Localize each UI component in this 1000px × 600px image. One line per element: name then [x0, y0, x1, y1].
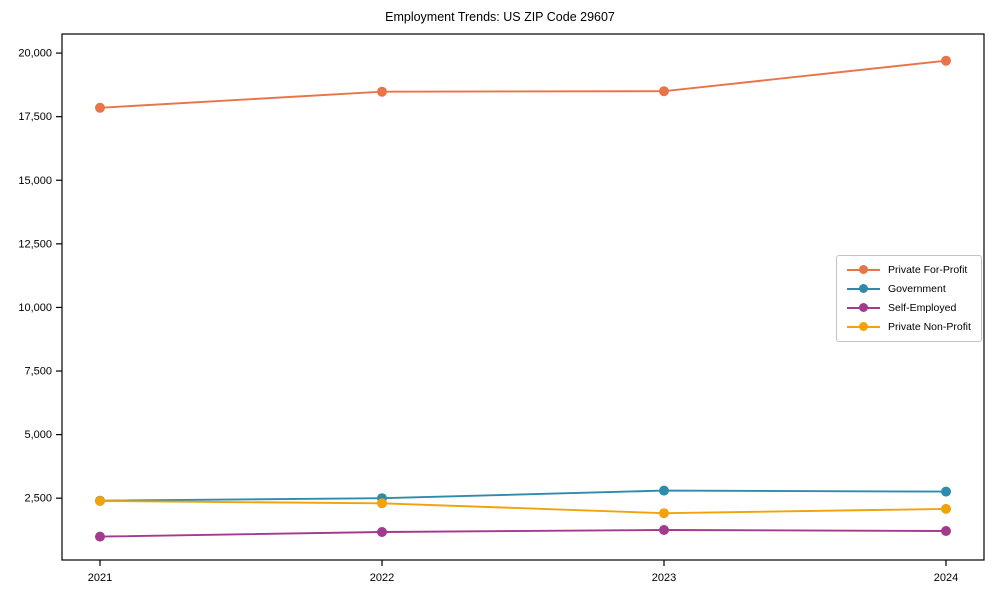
x-tick-label: 2024	[934, 572, 958, 584]
x-tick-label: 2021	[88, 572, 112, 584]
legend-label: Self-Employed	[888, 302, 957, 314]
data-point-government	[659, 485, 669, 496]
data-point-private-non-profit	[95, 496, 105, 506]
line-marker-icon	[847, 322, 880, 332]
y-tick-label: 7,500	[24, 366, 52, 378]
plot-border	[61, 33, 985, 561]
data-point-private-for-profit	[377, 86, 387, 97]
legend-item-private-for-profit: Private For-Profit	[847, 264, 971, 276]
data-point-private-non-profit	[377, 498, 387, 509]
chart-title: Employment Trends: US ZIP Code 29607	[385, 10, 615, 24]
data-point-self-employed	[659, 525, 669, 535]
y-tick-label: 20,000	[18, 48, 52, 60]
data-point-self-employed	[95, 531, 105, 542]
series-line-self-employed	[99, 529, 947, 538]
data-point-private-for-profit	[95, 102, 105, 113]
data-point-self-employed	[377, 527, 387, 537]
legend: Private For-Profit Government Self-Employe…	[836, 255, 982, 342]
y-tick-label: 2,500	[24, 493, 52, 505]
y-tick-label: 17,500	[18, 111, 52, 123]
legend-item-government: Government	[847, 283, 971, 295]
legend-label: Government	[888, 283, 946, 295]
y-tick-label: 10,000	[18, 302, 52, 314]
y-tick-label: 5,000	[24, 429, 52, 441]
legend-label: Private For-Profit	[888, 264, 968, 276]
line-marker-icon	[847, 265, 880, 275]
x-tick-label: 2022	[370, 572, 394, 584]
series-line-private-non-profit	[99, 500, 947, 515]
y-tick-label: 15,000	[18, 175, 52, 187]
line-marker-icon	[847, 303, 880, 313]
series-line-government	[99, 489, 947, 502]
legend-item-self-employed: Self-Employed	[847, 302, 971, 314]
data-point-government	[941, 486, 951, 497]
data-point-private-non-profit	[659, 508, 669, 519]
data-point-private-non-profit	[941, 503, 951, 514]
data-point-self-employed	[941, 526, 951, 536]
data-point-private-for-profit	[941, 55, 951, 66]
x-tick-label: 2023	[652, 572, 676, 584]
data-point-private-for-profit	[659, 86, 669, 97]
y-tick-label: 12,500	[18, 238, 52, 250]
legend-label: Private Non-Profit	[888, 321, 971, 333]
series-line-private-for-profit	[99, 59, 947, 109]
line-marker-icon	[847, 284, 880, 294]
legend-item-private-non-profit: Private Non-Profit	[847, 321, 971, 333]
